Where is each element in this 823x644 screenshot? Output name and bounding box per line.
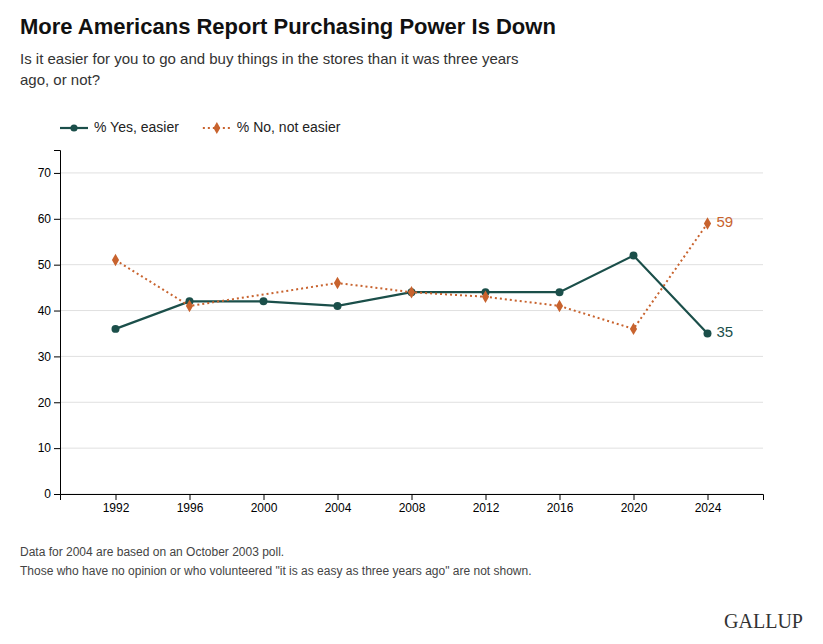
grid [60,173,763,494]
subtitle: Is it easier for you to go and buy thing… [20,50,519,88]
x-tick-label: 1992 [103,501,130,515]
subtitle-line: ago, or not? [20,71,100,88]
series-point [556,300,563,312]
x-tick-mark [412,494,413,500]
y-axis: 0 10 20 30 40 50 60 70 [38,151,61,502]
y-tick-mark [54,402,60,403]
series-line [116,255,708,333]
grid-line [60,448,763,449]
y-tick: 10 [38,441,60,455]
y-tick-mark [54,448,60,449]
legend-label: % Yes, easier [94,119,179,135]
y-tick-label: 10 [38,441,52,455]
y-tick: 70 [38,166,60,180]
y-tick-label: 20 [38,396,52,410]
series-point [112,325,120,333]
title: More Americans Report Purchasing Power I… [20,14,556,39]
series-point [630,252,638,260]
y-tick-mark [54,265,60,266]
y-tick-label: 60 [38,212,52,226]
series-point [112,254,119,266]
series-point [334,302,342,310]
y-tick-mark [54,311,60,312]
x-tick-label: 1996 [177,501,204,515]
series-point [186,300,193,312]
x-tick-mark [634,494,635,500]
x-tick: 1992 [103,494,130,515]
x-tick-mark [190,494,191,500]
y-tick: 50 [38,258,60,272]
y-tick-mark [54,219,60,220]
x-tick-label: 2000 [251,501,278,515]
plot: 1992 1996 2000 2004 2008 2012 2016 2020 2024 0 10 2… [38,151,764,515]
x-tick: 2000 [251,494,278,515]
x-tick-label: 2004 [325,501,352,515]
y-tick-label: 0 [44,487,51,501]
chart: More Americans Report Purchasing Power I… [0,0,823,644]
x-tick: 2016 [547,494,574,515]
grid-line [60,218,763,219]
end-label: 35 [717,323,734,340]
legend: % Yes, easier % No, not easier [60,119,341,135]
y-tick-label: 30 [38,350,52,364]
x-tick-mark [486,494,487,500]
series-point [260,297,268,305]
x-tick-mark [560,494,561,500]
end-label: 59 [717,213,734,230]
series-line [116,223,708,328]
grid-line [60,264,763,265]
grid-line [60,402,763,403]
footnote: Data for 2004 are based on an October 20… [20,545,284,559]
x-tick-mark [116,494,117,500]
annotations: 35 59 [717,213,734,340]
subtitle-line: Is it easier for you to go and buy thing… [20,50,519,67]
x-tick: 2008 [399,494,426,515]
footnote: Those who have no opinion or who volunte… [20,564,532,578]
y-tick: 40 [38,304,60,318]
x-tick-label: 2024 [695,501,722,515]
y-tick: 20 [38,396,60,410]
x-tick: 1996 [177,494,204,515]
y-tick: 0 [44,487,60,501]
x-tick-label: 2008 [399,501,426,515]
y-tick-mark [54,356,60,357]
legend-marker [70,124,77,131]
x-tick-mark [264,494,265,500]
x-axis-line [61,495,764,501]
y-tick: 30 [38,350,60,364]
y-tick-label: 50 [38,258,52,272]
x-tick-label: 2012 [473,501,500,515]
series-point [482,291,489,303]
y-tick-label: 40 [38,304,52,318]
legend-item: % No, not easier [203,119,341,135]
y-axis-line [54,151,61,495]
series-point [408,286,415,298]
credit: GALLUP [724,610,803,632]
x-tick-label: 2020 [621,501,648,515]
series-point [334,277,341,289]
y-tick-mark [54,494,60,495]
y-tick: 60 [38,212,60,226]
grid-line [60,356,763,357]
marks [112,217,712,337]
grid-line [60,172,763,173]
x-tick-mark [708,494,709,500]
series-point [556,288,564,296]
x-tick: 2024 [695,494,722,515]
y-tick-mark [54,173,60,174]
series-point [704,329,712,337]
x-tick: 2020 [621,494,648,515]
legend-item: % Yes, easier [60,119,179,135]
x-tick: 2012 [473,494,500,515]
legend-label: % No, not easier [237,119,341,135]
series-point [630,323,637,335]
x-tick-label: 2016 [547,501,574,515]
series-point [704,217,711,229]
x-tick: 2004 [325,494,352,515]
y-tick-label: 70 [38,166,52,180]
legend-marker [213,122,220,134]
x-tick-mark [338,494,339,500]
x-axis: 1992 1996 2000 2004 2008 2012 2016 2020 2024 [61,494,764,515]
